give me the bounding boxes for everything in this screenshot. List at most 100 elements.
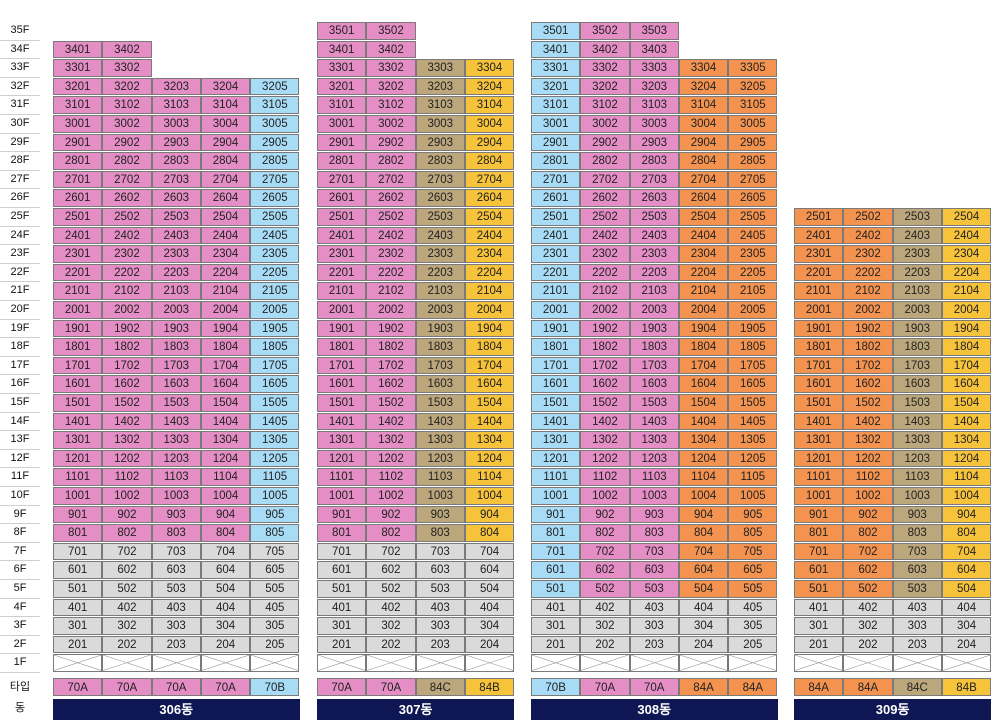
unit-cell: 1301 xyxy=(53,431,103,449)
unit-cell: 1905 xyxy=(728,319,778,338)
unit-cell: 1704 xyxy=(941,356,992,375)
unit-cell: 704 xyxy=(678,542,729,561)
unit-cell: 2901 xyxy=(53,133,103,152)
unit-cell: 1804 xyxy=(678,338,729,356)
unit-cell: 1705 xyxy=(728,356,778,375)
unit-cell: 1001 xyxy=(794,487,844,505)
piloti-cell xyxy=(53,654,103,672)
unit-cell: 504 xyxy=(941,580,992,598)
unit-cell: 801 xyxy=(53,524,103,542)
unit-cell: 1603 xyxy=(415,375,465,393)
unit-cell: 3502 xyxy=(366,22,416,40)
unit-cell: 3202 xyxy=(102,77,152,96)
unit-cell: 3101 xyxy=(53,96,103,114)
unit-cell: 1405 xyxy=(250,412,300,431)
unit-cell: 2603 xyxy=(629,189,679,207)
unit-cell: 2003 xyxy=(151,301,201,319)
building-name-bar: 309동 xyxy=(794,699,992,720)
unit-cell: 2503 xyxy=(629,208,679,226)
unit-cell: 1201 xyxy=(794,449,844,468)
unit-cell: 3202 xyxy=(366,77,416,96)
unit-cell: 702 xyxy=(580,542,630,561)
unit-cell: 403 xyxy=(415,598,465,617)
unit-cell: 904 xyxy=(941,505,992,524)
unit-cell: 1004 xyxy=(200,487,251,505)
unit-cell: 2402 xyxy=(366,226,416,245)
unit-cell: 205 xyxy=(250,635,300,654)
unit-cell: 402 xyxy=(366,598,416,617)
unit-cell: 501 xyxy=(53,580,103,598)
unit-cell: 3004 xyxy=(678,115,729,133)
floor-label: 20F xyxy=(0,301,40,320)
unit-cell: 1901 xyxy=(53,319,103,338)
unit-cell: 3104 xyxy=(200,96,251,114)
unit-cell: 1703 xyxy=(629,356,679,375)
unit-cell: 201 xyxy=(531,635,581,654)
unit-cell: 1702 xyxy=(580,356,630,375)
unit-cell: 1604 xyxy=(200,375,251,393)
unit-cell: 3202 xyxy=(580,77,630,96)
unit-cell: 3102 xyxy=(366,96,416,114)
unit-cell: 1802 xyxy=(580,338,630,356)
unit-cell: 2302 xyxy=(843,245,893,263)
unit-cell: 1102 xyxy=(580,468,630,486)
unit-cell: 805 xyxy=(250,524,300,542)
piloti-cell xyxy=(941,654,992,672)
unit-cell: 2202 xyxy=(580,263,630,282)
unit-cell: 504 xyxy=(200,580,251,598)
unit-cell: 1502 xyxy=(843,394,893,412)
unit-cell: 3103 xyxy=(629,96,679,114)
unit-cell: 1104 xyxy=(678,468,729,486)
unit-cell: 304 xyxy=(678,617,729,635)
unit-cell: 3001 xyxy=(317,115,367,133)
unit-cell: 1801 xyxy=(53,338,103,356)
unit-type-cell: 70B xyxy=(250,678,300,696)
unit-cell: 2103 xyxy=(892,282,942,300)
unit-cell: 2302 xyxy=(366,245,416,263)
unit-cell: 705 xyxy=(728,542,778,561)
unit-cell: 1903 xyxy=(629,319,679,338)
unit-cell: 3203 xyxy=(629,77,679,96)
unit-cell: 301 xyxy=(317,617,367,635)
unit-cell: 2802 xyxy=(102,152,152,170)
unit-cell: 2201 xyxy=(53,263,103,282)
unit-cell: 1904 xyxy=(464,319,515,338)
unit-cell: 703 xyxy=(892,542,942,561)
unit-cell: 1103 xyxy=(151,468,201,486)
unit-cell: 2405 xyxy=(250,226,300,245)
unit-cell: 602 xyxy=(580,561,630,579)
unit-cell: 2805 xyxy=(250,152,300,170)
unit-cell: 3401 xyxy=(317,40,367,59)
unit-cell: 2701 xyxy=(53,170,103,189)
unit-type-cell: 84C xyxy=(892,678,942,696)
unit-cell: 1605 xyxy=(250,375,300,393)
unit-cell: 1902 xyxy=(366,319,416,338)
unit-cell: 601 xyxy=(317,561,367,579)
floor-label: 24F xyxy=(0,227,40,246)
floor-label: 3F xyxy=(0,617,40,636)
unit-cell: 302 xyxy=(843,617,893,635)
unit-cell: 2905 xyxy=(728,133,778,152)
unit-cell: 2902 xyxy=(580,133,630,152)
unit-cell: 1303 xyxy=(151,431,201,449)
unit-cell: 3201 xyxy=(317,77,367,96)
unit-cell: 901 xyxy=(317,505,367,524)
floor-label: 15F xyxy=(0,394,40,413)
unit-cell: 1704 xyxy=(200,356,251,375)
unit-cell: 3105 xyxy=(728,96,778,114)
unit-cell: 2901 xyxy=(317,133,367,152)
unit-cell: 501 xyxy=(317,580,367,598)
unit-cell: 1302 xyxy=(580,431,630,449)
unit-cell: 3402 xyxy=(366,40,416,59)
unit-cell: 1602 xyxy=(102,375,152,393)
unit-cell: 1901 xyxy=(317,319,367,338)
unit-cell: 1902 xyxy=(580,319,630,338)
unit-cell: 1902 xyxy=(102,319,152,338)
piloti-cell xyxy=(531,654,581,672)
unit-cell: 1403 xyxy=(629,412,679,431)
unit-cell: 2002 xyxy=(843,301,893,319)
unit-cell: 1801 xyxy=(794,338,844,356)
unit-cell: 3401 xyxy=(53,40,103,59)
unit-cell: 1603 xyxy=(629,375,679,393)
floor-label: 4F xyxy=(0,599,40,618)
